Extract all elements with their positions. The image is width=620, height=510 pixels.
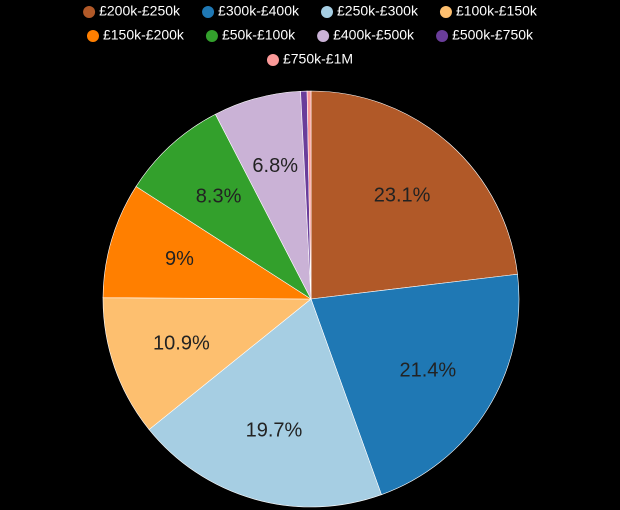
legend-marker [321, 6, 333, 18]
pie-slice [148, 298, 382, 508]
legend-marker [83, 6, 96, 18]
slice-label: 10.9% [153, 333, 210, 355]
legend-label: £300k-£400k [218, 3, 300, 19]
legend-marker [317, 30, 330, 42]
pie-slice [306, 90, 312, 300]
legend-label: £50k-£100k [222, 27, 296, 43]
slice-label: 19.7% [246, 419, 303, 441]
legend-label: £200k-£250k [99, 3, 181, 19]
legend-label: £150k-£200k [103, 27, 185, 43]
legend-label: £500k-£750k [452, 27, 534, 43]
slice-label: 21.4% [399, 359, 456, 381]
slice-label: 9% [165, 248, 194, 270]
pie-slice [102, 297, 312, 430]
legend-marker [202, 6, 215, 18]
legend-row: £150k-£200k £50k-£100k £400k-£500k £500k-£7… [86, 27, 534, 43]
pie-slice [310, 90, 518, 300]
legend-row: £750k-£1M [266, 51, 353, 67]
legend-label: £250k-£300k [337, 3, 419, 19]
slice-label: 23.1% [374, 185, 431, 207]
legend-label: £100k-£150k [456, 3, 538, 19]
slice-label: 8.3% [196, 186, 242, 208]
legend-label: £400k-£500k [333, 27, 415, 43]
legend-label: £750k-£1M [283, 51, 353, 67]
pie-slice [135, 113, 312, 300]
legend-marker [436, 30, 449, 42]
legend-marker [86, 30, 99, 42]
legend-marker [205, 30, 218, 42]
legend-row: £200k-£250k £300k-£400k £250k-£300k £100k-£… [83, 3, 538, 19]
slice-label: 6.8% [252, 155, 298, 177]
legend-marker [266, 54, 279, 66]
legend-marker [439, 6, 452, 18]
pie-slice [310, 273, 520, 496]
pie-slice [102, 186, 313, 300]
